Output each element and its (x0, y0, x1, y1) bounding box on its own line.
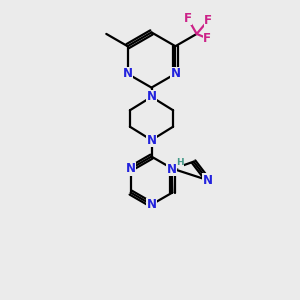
Text: N: N (146, 90, 157, 104)
Text: H: H (176, 158, 184, 167)
Text: N: N (170, 67, 180, 80)
Text: N: N (167, 163, 177, 176)
Text: N: N (123, 67, 133, 80)
Text: N: N (203, 174, 213, 187)
Text: F: F (203, 32, 211, 45)
Text: N: N (126, 162, 136, 175)
Text: N: N (146, 134, 157, 147)
Text: F: F (204, 14, 212, 27)
Text: F: F (184, 12, 192, 25)
Text: N: N (146, 198, 157, 211)
